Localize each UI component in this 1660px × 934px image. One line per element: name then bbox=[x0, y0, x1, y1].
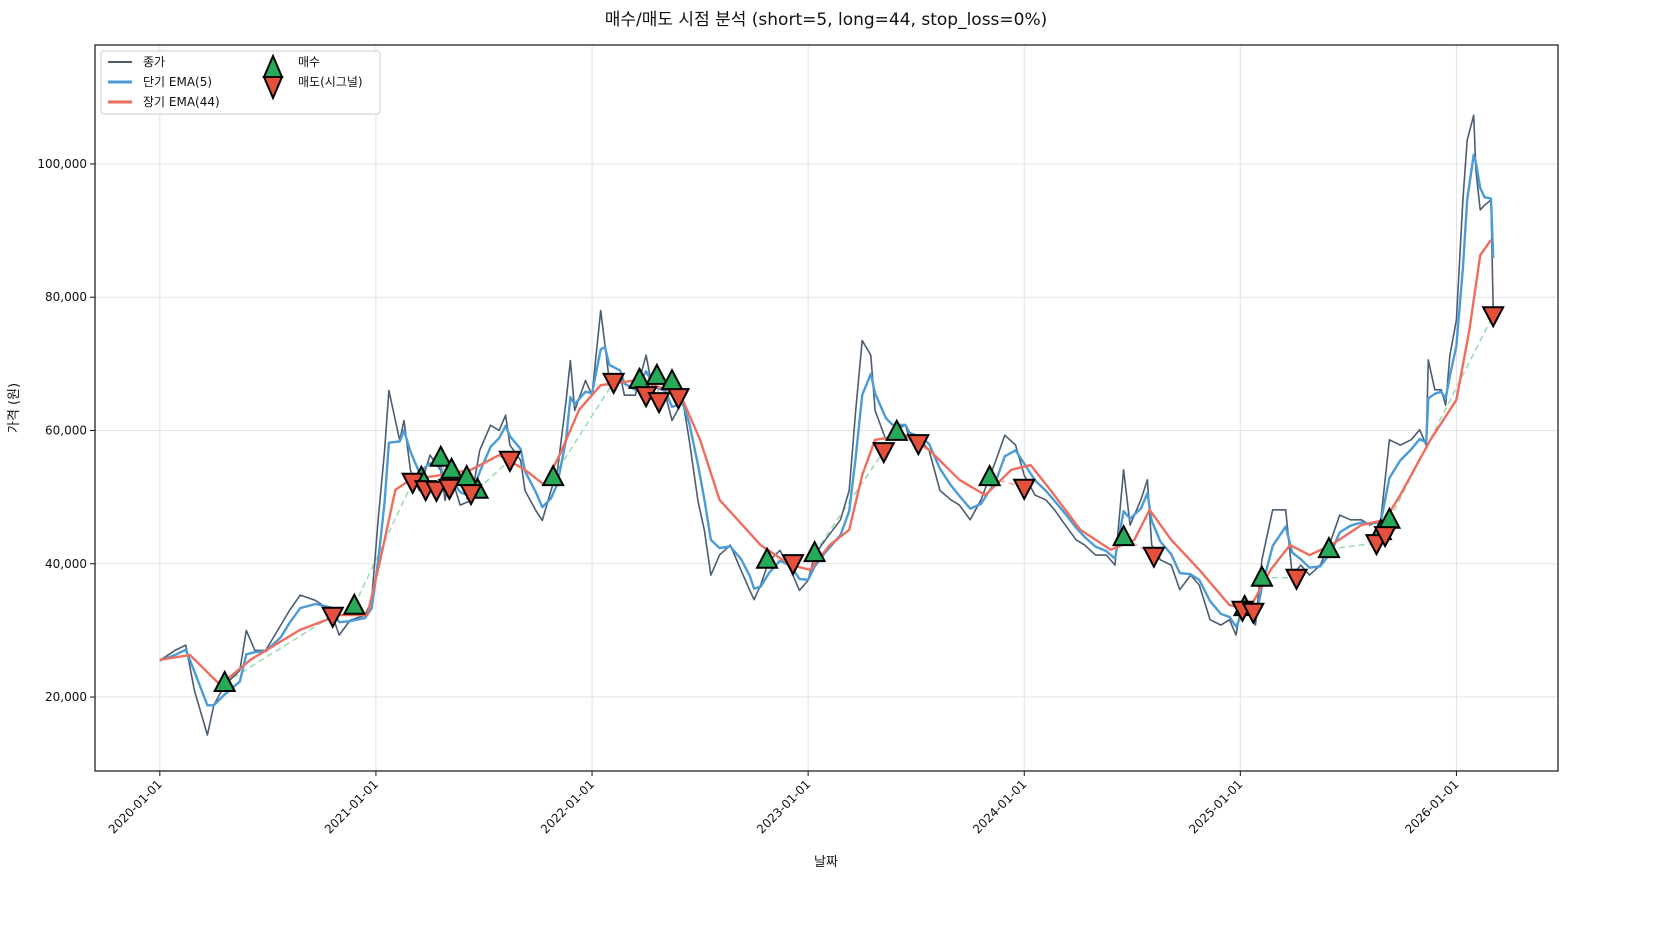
series-lines bbox=[159, 114, 1495, 736]
sell-marker bbox=[647, 392, 671, 415]
sell-marker bbox=[872, 442, 896, 465]
buy-marker bbox=[342, 592, 366, 615]
y-tick-label: 100,000 bbox=[37, 157, 87, 171]
x-tick-label: 2021-01-01 bbox=[322, 777, 381, 836]
buy-marker bbox=[802, 539, 827, 563]
legend-box bbox=[100, 50, 381, 115]
sell-marker bbox=[459, 484, 483, 507]
legend-sell-label: 매도(시그널) bbox=[298, 75, 363, 89]
close-line bbox=[159, 114, 1494, 736]
buy-marker bbox=[755, 546, 779, 569]
x-tick-label: 2022-01-01 bbox=[538, 777, 597, 836]
legend-ema-long-label: 장기 EMA(44) bbox=[143, 95, 220, 109]
sell-marker bbox=[1012, 478, 1036, 501]
sell-marker bbox=[1373, 526, 1397, 549]
y-axis-label: 가격 (원) bbox=[7, 383, 22, 433]
sell-marker bbox=[321, 606, 345, 629]
buy-marker bbox=[439, 456, 464, 479]
x-tick-label: 2020-01-01 bbox=[106, 777, 165, 836]
buy-marker bbox=[977, 463, 1002, 487]
legend: 종가 단기 EMA(5) 장기 EMA(44) 매수 매도(시그널) bbox=[100, 50, 381, 115]
x-tick-label: 2025-01-01 bbox=[1186, 777, 1245, 836]
x-axis-label: 날짜 bbox=[814, 855, 838, 870]
x-tick-label: 2026-01-01 bbox=[1402, 777, 1461, 836]
sell-marker bbox=[424, 480, 449, 503]
x-axis-ticks: 2020-01-01 2021-01-01 2022-01-01 2023-01-01… bbox=[106, 771, 1462, 836]
sell-marker bbox=[906, 434, 930, 457]
chart-title: 매수/매도 시점 분석 (short=5, long=44, stop_loss… bbox=[605, 10, 1048, 30]
grid bbox=[95, 45, 1558, 771]
y-axis-ticks: 20,000 40,000 60,000 80,000 100,000 bbox=[37, 157, 95, 704]
y-tick-label: 20,000 bbox=[45, 690, 87, 704]
buy-marker bbox=[1317, 535, 1341, 559]
buy-marker bbox=[1111, 523, 1136, 547]
sell-marker bbox=[666, 388, 691, 411]
trade-line bbox=[353, 481, 414, 607]
legend-close-label: 종가 bbox=[143, 55, 165, 69]
sell-marker bbox=[1241, 602, 1265, 625]
sell-marker bbox=[1481, 306, 1505, 329]
legend-ema-short-label: 단기 EMA(5) bbox=[143, 75, 212, 89]
ema-short-line bbox=[159, 153, 1495, 707]
legend-buy-label: 매수 bbox=[298, 55, 320, 69]
sell-marker bbox=[601, 372, 626, 395]
x-tick-label: 2024-01-01 bbox=[970, 777, 1029, 836]
sell-marker bbox=[1284, 568, 1309, 591]
legend-sell-icon bbox=[262, 76, 284, 101]
plot-frame bbox=[94, 44, 1559, 772]
trade-line bbox=[1328, 542, 1377, 550]
y-tick-label: 60,000 bbox=[45, 423, 87, 437]
sell-marker bbox=[498, 450, 522, 473]
signal-markers bbox=[213, 306, 1505, 693]
trade-line bbox=[552, 381, 615, 478]
sell-marker bbox=[437, 478, 462, 501]
y-tick-label: 40,000 bbox=[45, 557, 87, 571]
buy-marker bbox=[885, 418, 909, 441]
buy-marker bbox=[1250, 564, 1274, 587]
x-tick-label: 2023-01-01 bbox=[754, 777, 813, 836]
trade-line bbox=[1388, 314, 1494, 521]
trade-line bbox=[476, 459, 511, 491]
buy-marker bbox=[429, 444, 453, 467]
buy-marker bbox=[541, 463, 565, 487]
sell-marker bbox=[781, 554, 805, 577]
buy-marker bbox=[645, 362, 669, 385]
sell-marker bbox=[1142, 546, 1166, 569]
y-tick-label: 80,000 bbox=[45, 290, 87, 304]
buy-marker bbox=[213, 669, 237, 693]
